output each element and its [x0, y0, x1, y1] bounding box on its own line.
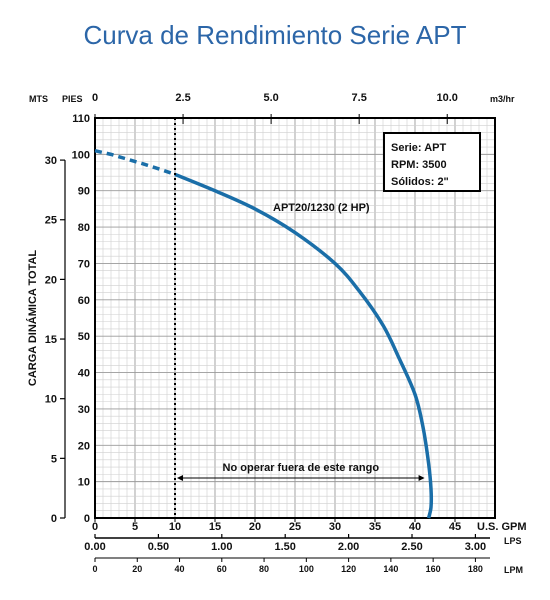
m3hr-tick-label: 7.5	[352, 92, 367, 104]
meters-tick-label: 0	[51, 513, 57, 525]
meters-tick-label: 10	[45, 394, 57, 406]
info-box	[383, 132, 481, 192]
m3hr-unit-label: m3/hr	[490, 94, 515, 104]
series-label: APT20/1230 (2 HP)	[273, 202, 370, 214]
m3hr-tick-label: 2.5	[175, 92, 190, 104]
meters-tick-label: 30	[45, 155, 57, 167]
gpm-tick-label: 45	[449, 521, 461, 533]
gpm-tick-label: 15	[209, 521, 221, 533]
y-axis-title: CARGA DINÁMICA TOTAL	[26, 250, 39, 387]
lps-tick-label: 1.50	[274, 541, 295, 553]
m3hr-tick-label: 5.0	[263, 92, 278, 104]
range-label: No operar fuera de este rango	[223, 462, 380, 474]
lps-tick-label: 2.50	[401, 541, 422, 553]
feet-tick-label: 30	[78, 404, 90, 416]
feet-tick-label: 70	[78, 258, 90, 270]
lpm-tick-label: 180	[468, 564, 483, 574]
lps-tick-label: 0.50	[148, 541, 169, 553]
chart-title: Curva de Rendimiento Serie APT	[84, 20, 467, 50]
lpm-tick-label: 120	[341, 564, 356, 574]
lpm-tick-label: 40	[175, 564, 185, 574]
lpm-tick-label: 60	[217, 564, 227, 574]
grid	[95, 118, 495, 518]
lps-tick-label: 1.00	[211, 541, 232, 553]
info-box-series: Serie: APT	[391, 142, 447, 154]
feet-tick-label: 110	[72, 113, 90, 125]
gpm-tick-label: 5	[132, 521, 138, 533]
feet-tick-label: 40	[78, 368, 90, 380]
lpm-tick-label: 100	[299, 564, 314, 574]
range-arrow-left-head	[177, 475, 183, 481]
lpm-unit-label: LPM	[504, 565, 523, 575]
series	[94, 149, 434, 519]
lpm-tick-label: 140	[383, 564, 398, 574]
lps-tick-label: 0.00	[84, 541, 105, 553]
range-arrow-right-head	[418, 475, 425, 481]
gpm-tick-label: 20	[249, 521, 261, 533]
lpm-tick-label: 80	[259, 564, 269, 574]
lpm-tick-label: 160	[426, 564, 441, 574]
gpm-tick-label: 10	[169, 521, 181, 533]
gpm-tick-label: 25	[289, 521, 301, 533]
info-box-rpm: RPM: 3500	[391, 159, 447, 171]
lps-unit-label: LPS	[504, 536, 522, 546]
series-dashed-segment	[94, 149, 176, 177]
gpm-tick-label: 0	[92, 521, 98, 533]
feet-tick-label: 50	[78, 331, 90, 343]
feet-tick-label: 10	[78, 477, 90, 489]
feet-tick-label: 90	[78, 186, 90, 198]
m3hr-tick-label: 10.0	[437, 92, 458, 104]
gpm-tick-label: 35	[369, 521, 381, 533]
gpm-unit-label: U.S. GPM	[477, 521, 527, 533]
lps-tick-label: 3.00	[465, 541, 486, 553]
feet-tick-label: 80	[78, 222, 90, 234]
lps-tick-label: 2.00	[338, 541, 359, 553]
lpm-tick-label: 20	[132, 564, 142, 574]
feet-unit-label: PIES	[62, 94, 83, 104]
lpm-tick-label: 0	[92, 564, 97, 574]
meters-tick-label: 5	[51, 453, 57, 465]
feet-tick-label: 100	[72, 149, 90, 161]
series-line	[174, 172, 434, 519]
gpm-tick-label: 30	[329, 521, 341, 533]
meters-tick-label: 20	[45, 274, 57, 286]
meters-tick-label: 25	[45, 215, 57, 227]
feet-tick-label: 0	[84, 513, 90, 525]
feet-tick-label: 20	[78, 440, 90, 452]
annotations: No operar fuera de este rango	[174, 118, 425, 518]
m3hr-tick-label: 0	[92, 92, 98, 104]
feet-tick-label: 60	[78, 295, 90, 307]
gpm-tick-label: 40	[409, 521, 421, 533]
info-box-solids: Sólidos: 2"	[391, 176, 449, 188]
meters-tick-label: 15	[45, 334, 57, 346]
meters-unit-label: MTS	[29, 94, 48, 104]
